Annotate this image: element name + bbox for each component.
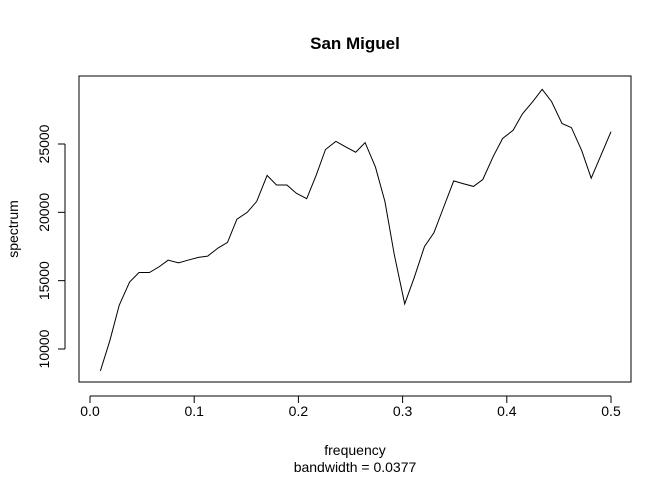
x-tick-label: 0.3 bbox=[393, 403, 413, 419]
x-tick-label: 0.2 bbox=[289, 403, 309, 419]
spectrum-line bbox=[99, 88, 612, 372]
x-tick-label: 0.0 bbox=[80, 403, 100, 419]
x-tick-label: 0.1 bbox=[184, 403, 204, 419]
y-tick-label: 10000 bbox=[36, 329, 52, 368]
y-axis: 10000 15000 20000 25000 bbox=[36, 124, 66, 368]
y-tick-label: 15000 bbox=[36, 261, 52, 300]
series-layer bbox=[99, 88, 612, 372]
x-axis-label: frequency bbox=[324, 442, 385, 458]
x-tick-label: 0.4 bbox=[497, 403, 517, 419]
y-axis-label: spectrum bbox=[5, 200, 21, 258]
x-axis: 0.0 0.1 0.2 0.3 0.4 0.5 bbox=[80, 395, 621, 419]
x-tick-label: 0.5 bbox=[601, 403, 621, 419]
plot-frame bbox=[78, 75, 632, 383]
x-axis-sublabel: bandwidth = 0.0377 bbox=[294, 459, 417, 475]
chart-title: San Miguel bbox=[310, 34, 400, 53]
y-tick-label: 20000 bbox=[36, 193, 52, 232]
y-tick-label: 25000 bbox=[36, 124, 52, 163]
